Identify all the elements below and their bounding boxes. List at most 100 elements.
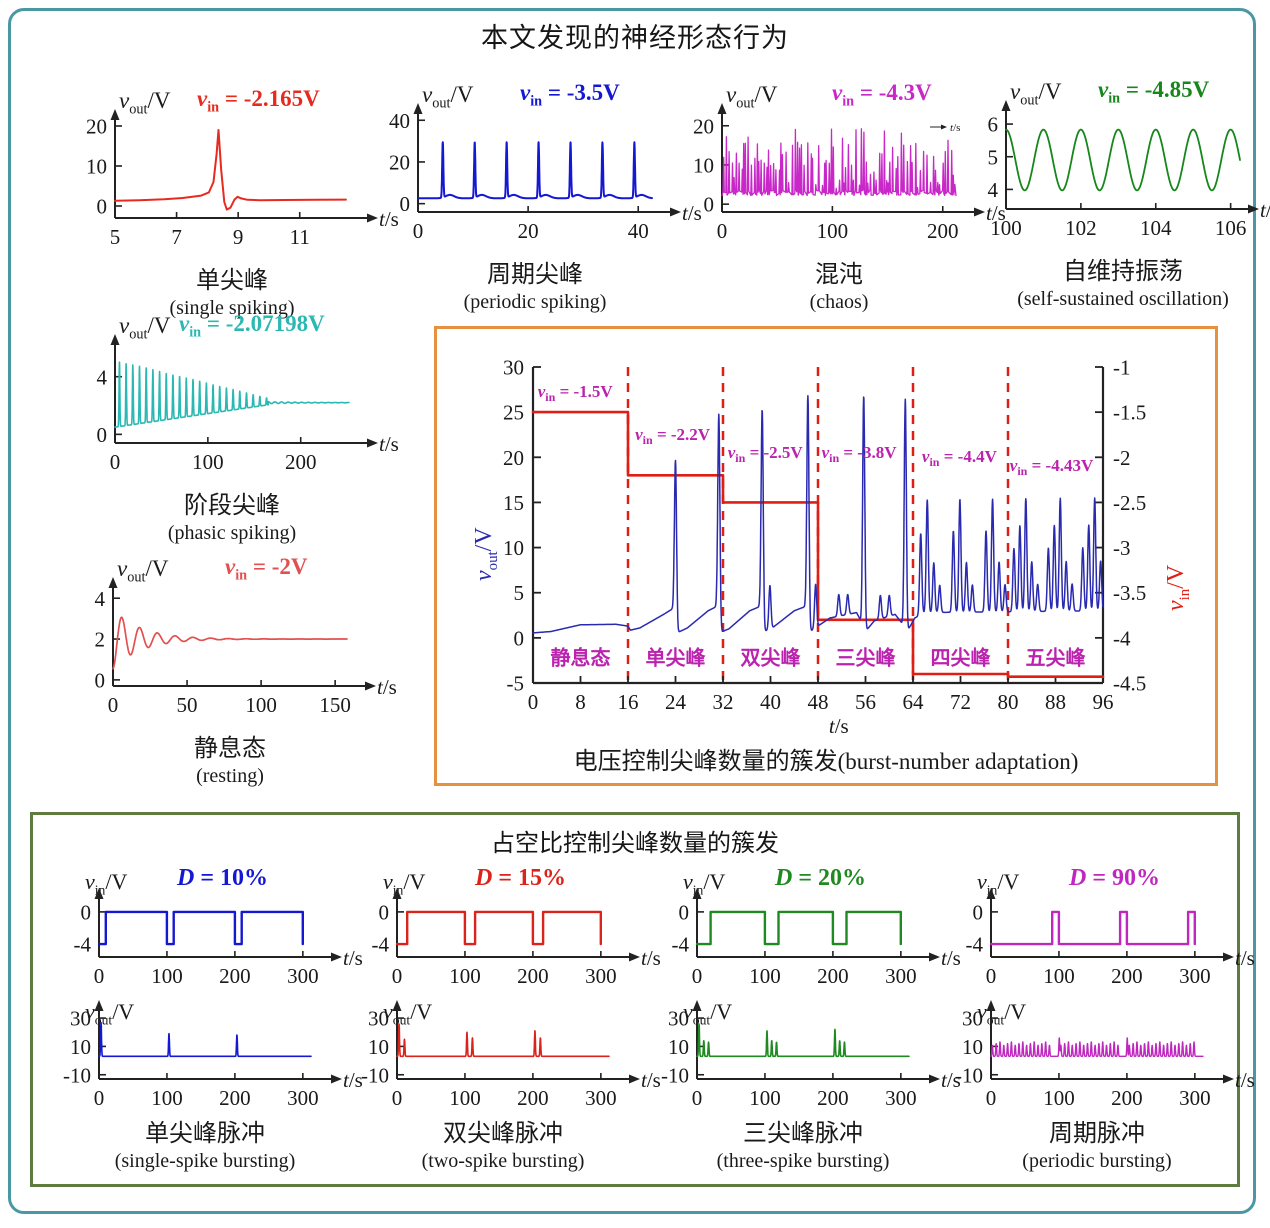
y-axis-label: vout/V <box>1010 79 1062 109</box>
svg-text:-3: -3 <box>1113 536 1131 560</box>
svg-text:vin = -4.4V: vin = -4.4V <box>922 447 998 469</box>
svg-text:0: 0 <box>973 900 984 924</box>
svg-text:-3.5: -3.5 <box>1113 581 1146 605</box>
caption-cn: 阶段尖峰 <box>184 491 280 519</box>
y-axis-label: vout/V <box>422 82 474 112</box>
svg-text:100: 100 <box>817 219 849 243</box>
svg-text:t/s: t/s <box>941 946 961 970</box>
svg-text:30: 30 <box>668 1007 689 1031</box>
svg-text:t/s: t/s <box>1235 946 1255 970</box>
caption-cn: 三尖峰脉冲 <box>743 1119 863 1147</box>
svg-text:40: 40 <box>628 219 649 243</box>
svg-text:5: 5 <box>110 225 121 249</box>
svg-text:150: 150 <box>319 693 351 717</box>
caption-cn: 混沌 <box>815 260 863 288</box>
svg-text:0: 0 <box>94 964 105 988</box>
svg-text:96: 96 <box>1093 690 1114 714</box>
svg-text:104: 104 <box>1140 216 1172 240</box>
vin-axis-label: vin/V <box>977 869 1020 898</box>
caption-en: (phasic spiking) <box>167 522 297 544</box>
svg-text:100: 100 <box>1043 964 1075 988</box>
duty-cycle-box: 占空比控制尖峰数量的簇发 vin/V D = 10% 0 100 200 300 0 -4… <box>30 812 1255 1187</box>
duty-10-vout-plot: 0 100 200 300 30 10 -10 t/s <box>63 1000 363 1110</box>
svg-text:7: 7 <box>171 225 182 249</box>
duty-annotation: D = 15% <box>475 865 567 891</box>
svg-text:五尖峰: 五尖峰 <box>1026 646 1086 670</box>
svg-text:-4: -4 <box>672 933 690 957</box>
svg-text:200: 200 <box>517 964 549 988</box>
svg-text:t/s: t/s <box>941 1068 961 1092</box>
svg-text:vin = -2.2V: vin = -2.2V <box>635 425 711 447</box>
svg-text:t/s: t/s <box>377 675 397 699</box>
vin-annotation: vin = -4.3V <box>832 80 932 110</box>
svg-text:30: 30 <box>503 356 524 380</box>
burst-adaptation-caption: 电压控制尖峰数量的簇发(burst-number adaptation) <box>573 747 1079 775</box>
svg-text:30: 30 <box>962 1007 983 1031</box>
svg-text:静息态: 静息态 <box>551 646 611 670</box>
caption-en: (two-spike bursting) <box>421 1150 585 1172</box>
svg-text:0: 0 <box>528 690 539 714</box>
vin-annotation: vin = -2.165V <box>197 86 320 116</box>
svg-text:0: 0 <box>108 693 119 717</box>
svg-text:t/s: t/s <box>343 1068 363 1092</box>
svg-text:5: 5 <box>514 581 525 605</box>
svg-text:2: 2 <box>95 628 106 652</box>
burst-adaptation-box: vout/V vin/V 30 25 20 15 10 5 0 -5 -1 -1.5 -2 -2.5-… <box>434 326 1218 786</box>
caption-en: (chaos) <box>809 291 869 313</box>
svg-text:vin = -4.43V: vin = -4.43V <box>1010 456 1094 478</box>
caption-en: (single-spike bursting) <box>114 1150 296 1172</box>
caption-cn: 自维持振荡 <box>1063 257 1183 285</box>
svg-text:40: 40 <box>389 109 410 133</box>
svg-text:25: 25 <box>503 401 524 425</box>
svg-text:102: 102 <box>1065 216 1097 240</box>
svg-text:8: 8 <box>575 690 586 714</box>
svg-text:30: 30 <box>70 1007 91 1031</box>
svg-text:100: 100 <box>1043 1086 1075 1110</box>
svg-text:t/s: t/s <box>379 432 399 456</box>
svg-text:20: 20 <box>86 115 107 139</box>
caption-en: (three-spike bursting) <box>716 1150 890 1172</box>
y-axis-label: vout/V <box>726 82 778 112</box>
caption-cn: 单尖峰脉冲 <box>145 1119 265 1147</box>
svg-text:100: 100 <box>990 216 1022 240</box>
svg-text:vin = -2.5V: vin = -2.5V <box>728 443 804 465</box>
outer-frame <box>8 8 1256 1214</box>
svg-text:200: 200 <box>817 964 849 988</box>
svg-text:-4: -4 <box>74 933 92 957</box>
svg-text:100: 100 <box>449 964 481 988</box>
svg-text:20: 20 <box>518 219 539 243</box>
svg-text:10: 10 <box>86 155 107 179</box>
svg-text:16: 16 <box>618 690 639 714</box>
svg-text:50: 50 <box>177 693 198 717</box>
svg-text:vin = -3.8V: vin = -3.8V <box>822 443 898 465</box>
caption-cn: 周期脉冲 <box>1049 1119 1145 1147</box>
svg-text:双尖峰: 双尖峰 <box>741 646 801 670</box>
svg-text:t/s: t/s <box>379 207 399 231</box>
svg-text:0: 0 <box>717 219 728 243</box>
duty-cycle-title: 占空比控制尖峰数量的簇发 <box>491 829 779 857</box>
single-spiking-plot: 5 7 9 11 0 10 20 t/s <box>86 109 399 249</box>
svg-text:100: 100 <box>245 693 276 717</box>
svg-text:4: 4 <box>97 365 108 389</box>
y-axis-label: vout/V <box>117 556 169 586</box>
svg-text:200: 200 <box>219 1086 251 1110</box>
svg-text:30: 30 <box>368 1007 389 1031</box>
resting-plot: 0 50 100 150 0 2 4 t/s <box>95 577 397 717</box>
svg-text:-1.5: -1.5 <box>1113 401 1146 425</box>
svg-text:24: 24 <box>665 690 687 714</box>
svg-text:四尖峰: 四尖峰 <box>931 646 991 670</box>
phasic-spiking-plot: 0 100 200 0 4 t/s <box>97 334 399 474</box>
svg-text:56: 56 <box>855 690 876 714</box>
svg-text:6: 6 <box>988 113 999 137</box>
svg-text:10: 10 <box>668 1035 689 1059</box>
svg-text:-2.5: -2.5 <box>1113 491 1146 515</box>
main-title: 本文发现的神经形态行为 <box>481 23 789 54</box>
duty-annotation: D = 10% <box>177 865 269 891</box>
caption-en: (single spiking) <box>169 297 295 319</box>
svg-text:t/s: t/s <box>950 122 960 134</box>
